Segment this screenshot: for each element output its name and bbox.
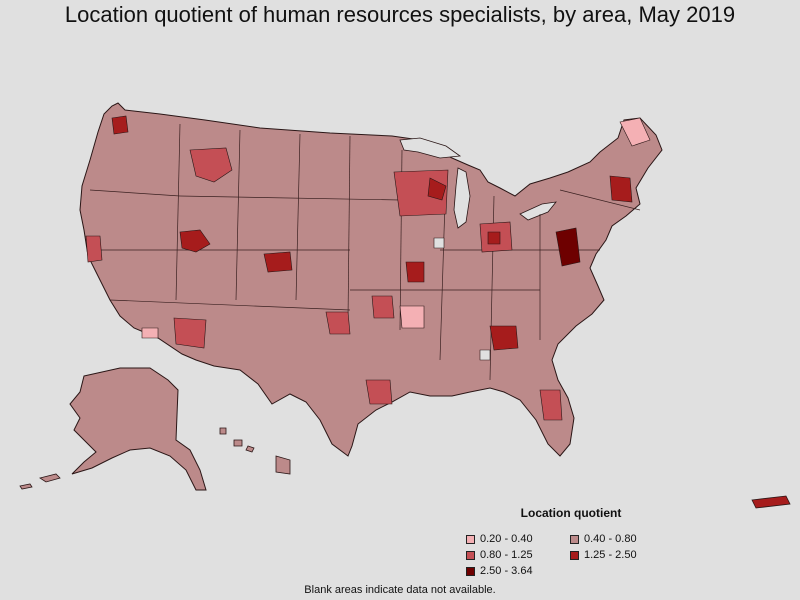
legend-label-4: 1.25 - 2.50 [584, 549, 637, 561]
legend-swatch-3 [466, 550, 475, 560]
legend-swatch-2 [570, 534, 579, 544]
legend-title: Location quotient [520, 506, 622, 520]
legend-label-2: 0.40 - 0.80 [584, 533, 637, 545]
footnote: Blank areas indicate data not available. [304, 584, 496, 596]
puerto-rico-shape [751, 495, 791, 509]
contiguous-us-shape [79, 102, 663, 457]
legend-swatch-1 [466, 534, 475, 544]
map-title: Location quotient of human resources spe… [64, 2, 736, 27]
legend-item-1: 0.20 - 0.40 [466, 532, 570, 546]
legend-label-5: 2.50 - 3.64 [480, 565, 533, 577]
legend-item-4: 1.25 - 2.50 [570, 548, 674, 562]
legend-swatch-4 [570, 550, 579, 560]
lq-areas [85, 115, 651, 421]
legend-item-3: 0.80 - 1.25 [466, 548, 570, 562]
legend-swatch-5 [466, 566, 475, 576]
legend: Location quotient 0.20 - 0.40 0.40 - 0.8… [466, 506, 676, 578]
legend-item-5: 2.50 - 3.64 [466, 564, 570, 578]
lake-superior [399, 137, 462, 159]
lake-erie [519, 201, 557, 221]
hawaii-shape [219, 427, 291, 475]
legend-label-1: 0.20 - 0.40 [480, 533, 533, 545]
legend-label-3: 0.80 - 1.25 [480, 549, 533, 561]
legend-grid: 0.20 - 0.40 0.40 - 0.80 0.80 - 1.25 1.25… [466, 532, 676, 578]
state-borders [89, 123, 641, 381]
lake-michigan [453, 167, 471, 229]
alaska-islands [19, 473, 61, 490]
legend-item-2: 0.40 - 0.80 [570, 532, 674, 546]
alaska-shape [69, 367, 207, 491]
